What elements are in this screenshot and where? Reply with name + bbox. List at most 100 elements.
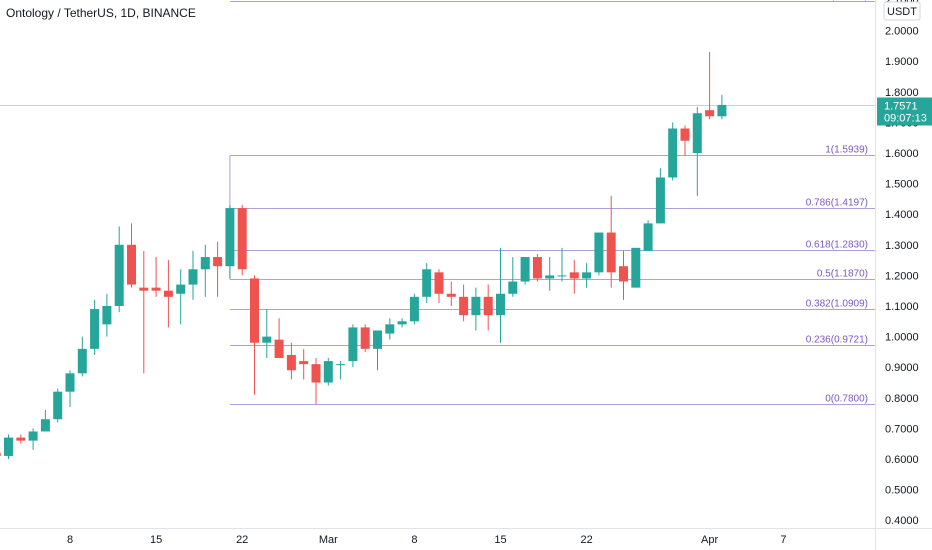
price-tick-label: 2.0000 [885,26,919,38]
candle-down [606,232,616,273]
candle-up [102,306,112,325]
candle-down [446,293,456,297]
fib-level-label: 1.618(2.0969) [806,0,868,2]
candle-up [557,275,567,277]
candle-up [692,113,702,153]
candle-up [631,247,641,288]
candle-up [409,296,419,322]
price-tick-label: 0.9000 [885,362,919,374]
time-tick-label: 8 [411,534,417,546]
candle-down [360,327,370,349]
candle-down [619,266,628,282]
fib-level-label: 0(0.7800) [825,394,868,405]
candle-up [200,257,210,270]
fib-level-label: 0.5(1.1870) [817,269,868,280]
candle-down [299,361,309,365]
candle-down [680,128,690,141]
candle-up [717,104,727,117]
candle-down [213,257,223,267]
candle-up [373,330,382,349]
candle-up [594,232,604,273]
time-tick-label: 22 [236,534,248,546]
price-tick-label: 0.5000 [885,485,919,497]
candle-up [65,373,75,392]
candle-down [569,272,579,279]
price-tick-label: 1.6000 [885,148,919,160]
candle-up [225,208,235,267]
chart-title: Ontology / TetherUS, 1D, BINANCE [6,6,196,20]
candle-down [434,272,444,294]
price-tick-label: 0.7000 [885,423,919,435]
candle-down [311,364,321,383]
candle-down [286,354,296,371]
price-tick-label: 0.6000 [885,454,919,466]
candle-up [348,327,358,362]
plot-area [0,0,875,528]
price-tick-label: 1.3000 [885,240,919,252]
candle-up [385,324,395,334]
price-tick-label: 1.8000 [885,87,919,99]
fib-level-label: 0.236(0.9721) [806,335,868,346]
candle-up [4,437,13,456]
fib-level-label: 0.786(1.4197) [806,198,868,209]
time-tick-label: 15 [494,534,506,546]
candle-down [237,208,247,270]
candle-down [163,290,173,297]
candle-up [655,177,665,224]
candle-up [336,364,346,366]
candle-up [90,309,100,349]
time-tick-label: 15 [150,534,162,546]
candle-up [508,281,518,294]
time-tick-label: 7 [780,534,786,546]
price-tick-label: 1.5000 [885,179,919,191]
time-tick-label: 22 [580,534,592,546]
candle-up [323,361,333,383]
price-tick-label: 0.8000 [885,393,919,405]
candle-up [176,284,186,294]
candle-up [40,419,50,432]
candle-down [459,296,469,316]
candle-up [397,321,407,325]
candle-up [77,348,87,374]
price-tick-label: 1.0000 [885,332,919,344]
candle-up [582,272,592,279]
currency-label: USDT [887,6,917,18]
price-tick-label: 1.1000 [885,301,919,313]
time-tick-label: 8 [67,534,73,546]
price-tick-label: 1.2000 [885,270,919,282]
candle-up [262,336,272,343]
candle-down [250,278,259,343]
candle-up [668,128,678,178]
fib-level-label: 1(1.5939) [825,145,868,156]
last-price-value: 1.7571 [884,101,918,113]
candle-up [422,269,432,297]
time-tick-label: Mar [319,534,338,546]
last-price-tag [877,97,932,126]
price-tick-label: 1.9000 [885,56,919,68]
candle-up [643,223,653,251]
candle-down [127,244,136,285]
candle-up [114,244,124,306]
candle-down [139,287,149,291]
price-tick-label: 1.4000 [885,209,919,221]
candle-down [151,287,161,291]
candle-up [545,275,555,279]
candle-down [483,296,493,316]
fib-level-label: 0.382(1.0909) [806,299,868,310]
time-tick-label: Apr [701,534,718,546]
candle-down [274,339,284,359]
candle-down [532,257,542,279]
candle-up [520,257,530,282]
candle-down [705,110,715,117]
candle-up [496,293,505,316]
currency-badge[interactable] [883,1,921,21]
candle-up [471,296,481,316]
candle-up [188,269,198,285]
candle-up [28,431,38,441]
fib-level-label: 0.618(1.2830) [806,240,868,251]
candle-up [53,391,63,420]
price-tick-label: 0.4000 [885,515,919,527]
candle-down [0,452,1,456]
countdown-timer: 09:07:13 [884,113,927,125]
